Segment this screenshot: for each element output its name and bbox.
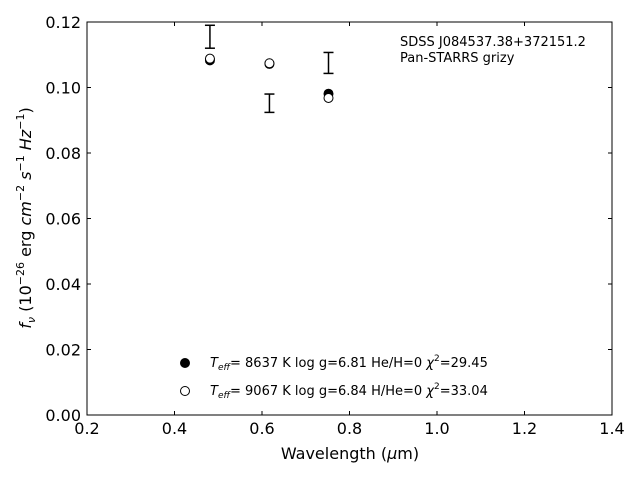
x-tick-label: 0.8 <box>337 419 362 438</box>
observed-flux-errorbar <box>264 93 275 114</box>
y-tick-label: 0.04 <box>45 275 81 294</box>
x-tick-label: 1.4 <box>599 419 624 438</box>
model-point-open <box>204 53 215 64</box>
legend-entry-2: Teff= 9067 K log g=6.84 H/He=0 χ2=33.04 <box>210 382 488 401</box>
y-axis-label: fν (10−26 erg cm−2 s−1 Hz−1) <box>14 107 38 328</box>
y-tick-label: 0.12 <box>45 13 81 32</box>
y-tick-label: 0.00 <box>45 406 81 425</box>
x-tick-label: 1.0 <box>424 419 449 438</box>
model-points <box>204 53 334 103</box>
x-tick-label: 0.4 <box>162 419 187 438</box>
legend-marker-filled <box>180 358 190 368</box>
legend: Teff= 8637 K log g=6.81 He/H=0 χ2=29.45 … <box>180 354 488 401</box>
observed-flux-errorbar <box>204 24 215 49</box>
observed-flux-errorbar <box>323 51 334 75</box>
x-axis-label: Wavelength (μm) <box>281 444 419 463</box>
model-point-open <box>323 92 334 103</box>
annotation-survey: Pan-STARRS grizy <box>400 51 515 66</box>
model-point-open <box>264 58 275 69</box>
annotation-object-name: SDSS J084537.38+372151.2 <box>400 35 586 50</box>
axis-tick-labels: 0.2 0.4 0.6 0.8 1.0 1.2 1.4 0.00 0.02 0.04 0.06 0.0… <box>45 13 624 438</box>
y-tick-label: 0.02 <box>45 341 81 360</box>
y-tick-label: 0.10 <box>45 79 81 98</box>
legend-marker-open <box>180 386 190 396</box>
axis-ticks <box>86 21 613 416</box>
observed-errorbars <box>204 24 334 114</box>
legend-entry-1: Teff= 8637 K log g=6.81 He/H=0 χ2=29.45 <box>210 354 488 373</box>
x-tick-label: 0.2 <box>74 419 99 438</box>
y-tick-label: 0.06 <box>45 210 81 229</box>
x-tick-label: 0.6 <box>249 419 274 438</box>
x-tick-label: 1.2 <box>512 419 537 438</box>
y-tick-label: 0.08 <box>45 144 81 163</box>
